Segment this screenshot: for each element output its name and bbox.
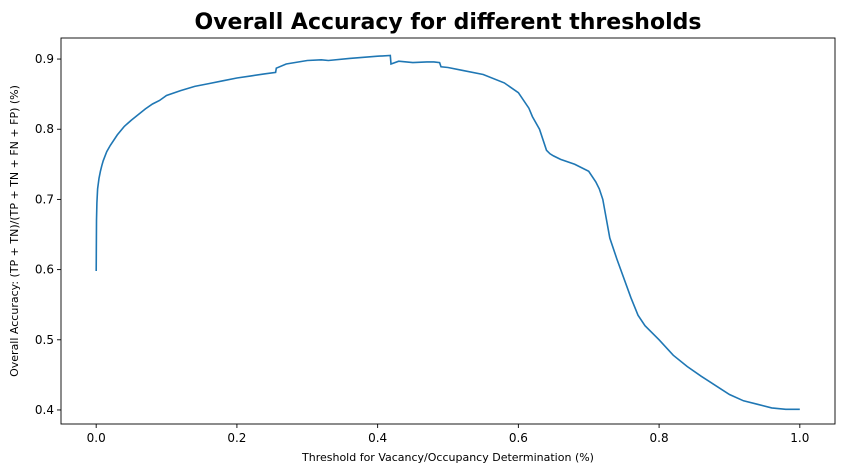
y-tick-label: 0.7 <box>35 192 54 206</box>
y-tick-label: 0.4 <box>35 403 54 417</box>
y-axis: 0.4 0.5 0.6 0.7 0.8 0.9 <box>35 52 61 417</box>
y-tick-label: 0.5 <box>35 333 54 347</box>
x-tick-label: 0.2 <box>227 431 246 445</box>
y-axis-label: Overall Accuracy: (TP + TN)/(TP + TN + F… <box>8 85 21 377</box>
x-tick-label: 0.6 <box>509 431 528 445</box>
y-tick-label: 0.6 <box>35 263 54 277</box>
x-axis-label: Threshold for Vacancy/Occupancy Determin… <box>301 451 594 464</box>
x-tick-label: 0.0 <box>87 431 106 445</box>
x-tick-label: 0.8 <box>650 431 669 445</box>
accuracy-series-line <box>95 54 800 411</box>
y-tick-label: 0.9 <box>35 52 54 66</box>
plot-border <box>60 37 836 425</box>
chart-title: Overall Accuracy for different threshold… <box>195 10 702 35</box>
plot-area <box>60 37 836 425</box>
x-tick-label: 1.0 <box>790 431 809 445</box>
x-tick-label: 0.4 <box>368 431 387 445</box>
x-axis: 0.0 0.2 0.4 0.6 0.8 1.0 <box>87 424 809 445</box>
y-tick-label: 0.8 <box>35 122 54 136</box>
